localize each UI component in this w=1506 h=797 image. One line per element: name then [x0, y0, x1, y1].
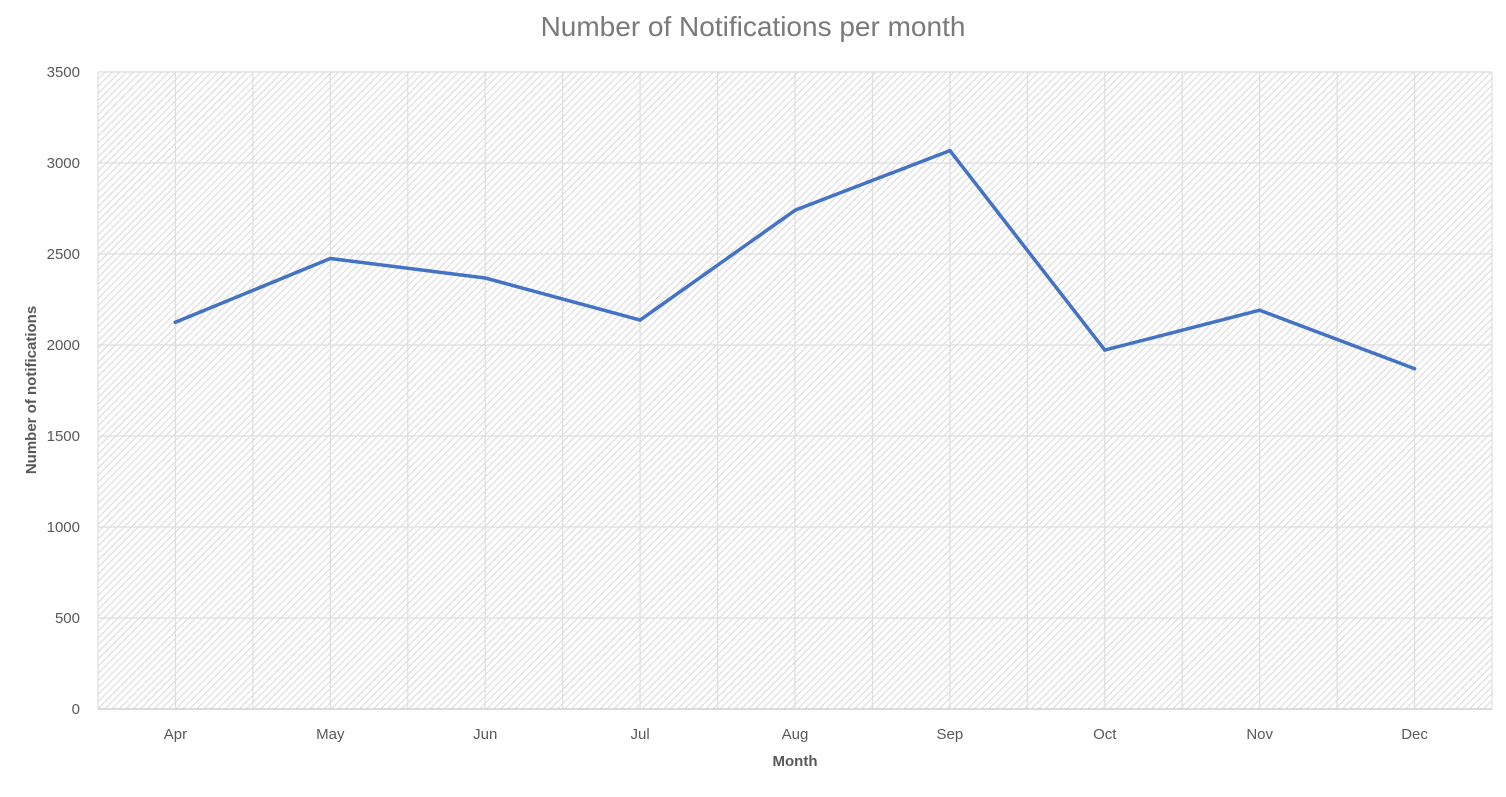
- data-point: [948, 148, 952, 153]
- x-tick-label: Nov: [1246, 726, 1273, 743]
- y-axis-ticks: 0 500 1000 1500 2000 2500 3000 3500: [47, 64, 80, 718]
- y-axis-title: Number of notifications: [23, 306, 40, 474]
- data-point: [1103, 348, 1107, 352]
- x-axis-ticks: Apr May Jun Jul Aug Sep Oct Nov Dec: [164, 726, 1429, 743]
- y-tick-label: 1500: [47, 428, 80, 445]
- y-tick-label: 2500: [47, 246, 80, 263]
- x-tick-label: Aug: [782, 726, 809, 743]
- chart-title: Number of Notifications per month: [541, 11, 966, 42]
- data-point: [328, 256, 333, 261]
- series-layer: [173, 148, 1417, 371]
- data-point: [638, 318, 642, 322]
- data-point: [1257, 308, 1262, 312]
- data-point: [1412, 366, 1417, 371]
- y-tick-label: 3000: [47, 155, 80, 172]
- gridlines: [97, 71, 1493, 710]
- data-point: [483, 276, 487, 280]
- x-tick-label: Dec: [1401, 726, 1428, 743]
- y-tick-label: 1000: [47, 519, 80, 536]
- y-tick-label: 3500: [47, 64, 80, 81]
- x-tick-label: Oct: [1093, 726, 1117, 743]
- y-tick-label: 0: [72, 701, 80, 718]
- data-point: [793, 208, 797, 213]
- x-tick-label: May: [316, 726, 345, 743]
- y-tick-label: 500: [55, 610, 80, 627]
- x-tick-label: Sep: [937, 726, 964, 743]
- y-tick-label: 2000: [47, 337, 80, 354]
- x-tick-label: Jun: [473, 726, 497, 743]
- x-tick-label: Apr: [164, 726, 187, 743]
- x-axis-title: Month: [773, 753, 818, 770]
- x-tick-label: Jul: [631, 726, 650, 743]
- data-point: [173, 320, 178, 324]
